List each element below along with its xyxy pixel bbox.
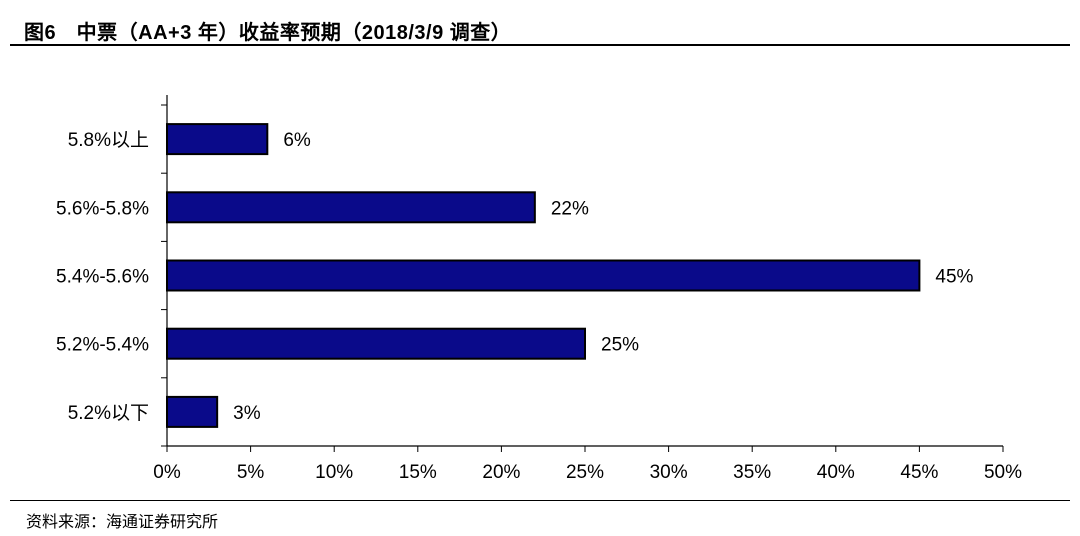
data-label: 3% (233, 403, 261, 424)
category-label: 5.4%-5.6% (56, 267, 149, 288)
source-divider (10, 500, 1070, 501)
x-tick-label: 20% (482, 462, 520, 483)
bar (166, 327, 586, 360)
data-label: 45% (935, 267, 973, 288)
category-label: 5.2%以下 (68, 403, 149, 424)
category-label: 5.2%-5.4% (56, 335, 149, 356)
bar (166, 259, 921, 292)
x-tick-label: 25% (566, 462, 604, 483)
category-label: 5.8%以上 (68, 129, 149, 151)
chart-bars (166, 123, 921, 428)
bar (166, 123, 269, 156)
bar-chart: 0% 5% 10% 15% 20% 25% 30% 35% 40% 45% 50% 5.8%以上 6%… (56, 95, 1022, 483)
data-label: 6% (283, 130, 311, 151)
x-tick-label: 5% (237, 462, 265, 483)
x-tick-label: 50% (984, 462, 1022, 483)
x-tick-label: 35% (733, 462, 771, 483)
bar (166, 191, 536, 224)
x-tick-label: 40% (817, 462, 855, 483)
chart-labels: 5.8%以上 6% 5.6%-5.8% 22% 5.4%-5.6% 45% 5.2%-5.4… (56, 129, 973, 424)
x-tick-label: 15% (399, 462, 437, 483)
title-bar: 图6 中票（AA+3 年）收益率预期（2018/3/9 调查） (10, 10, 1070, 46)
x-tick-label: 0% (153, 462, 181, 483)
data-label: 22% (551, 198, 589, 219)
x-tick-label: 45% (900, 462, 938, 483)
chart-axes: 0% 5% 10% 15% 20% 25% 30% 35% 40% 45% 50% (153, 95, 1022, 483)
bar (166, 395, 219, 428)
source-note: 资料来源：海通证券研究所 (26, 512, 219, 531)
chart-title: 图6 中票（AA+3 年）收益率预期（2018/3/9 调查） (24, 22, 512, 44)
category-label: 5.6%-5.8% (56, 198, 149, 219)
data-label: 25% (601, 335, 639, 356)
x-tick-label: 10% (315, 462, 353, 483)
x-tick-label: 30% (650, 462, 688, 483)
